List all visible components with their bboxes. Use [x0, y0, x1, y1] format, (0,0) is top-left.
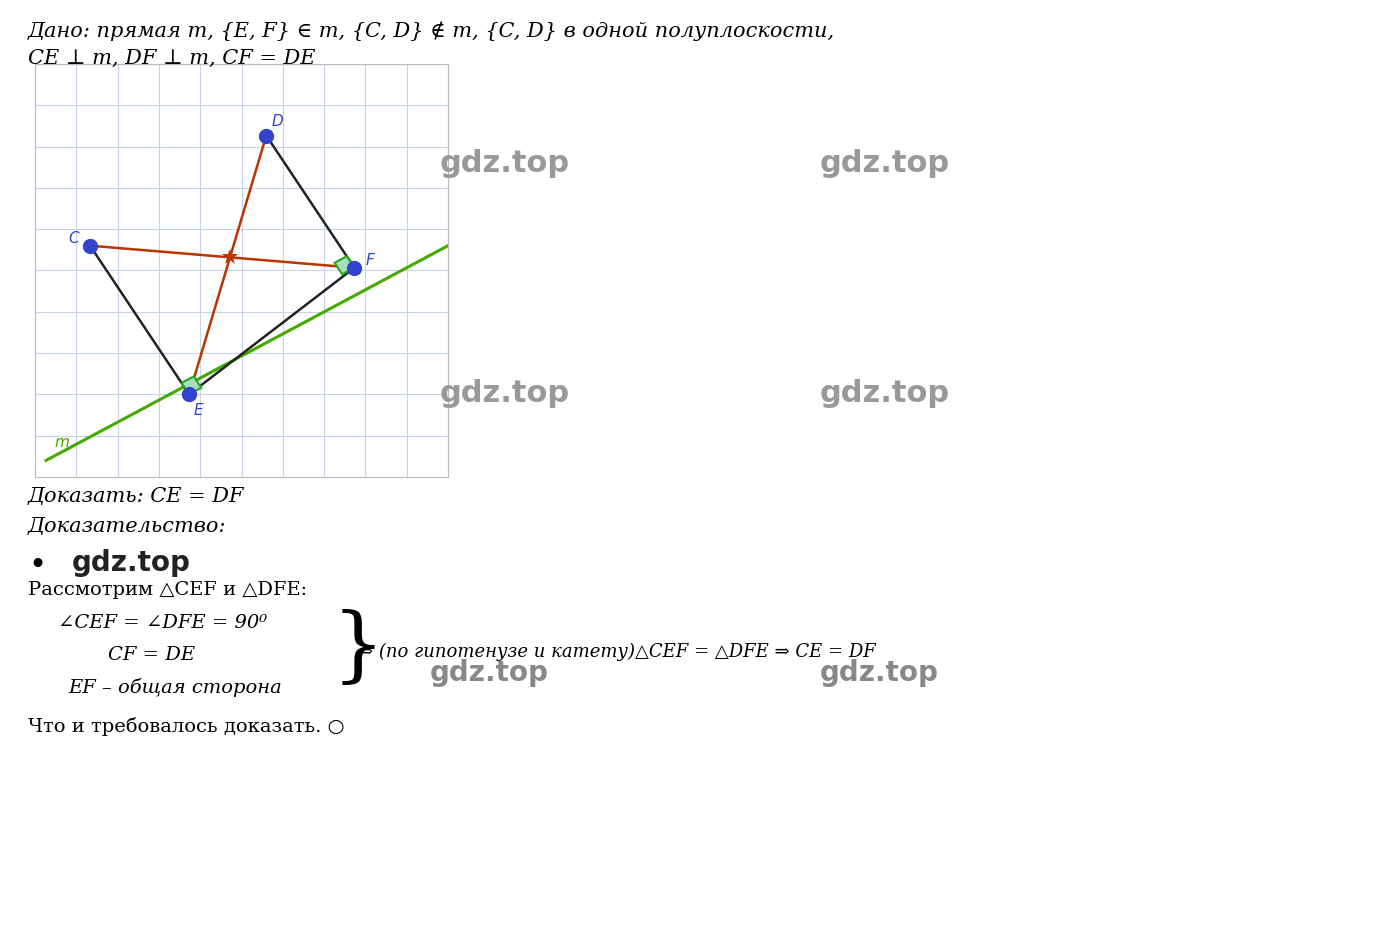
- Text: gdz.top: gdz.top: [440, 149, 570, 178]
- Text: Доказать: CE = DF: Доказать: CE = DF: [28, 487, 245, 506]
- Text: D: D: [272, 114, 284, 129]
- Text: Что и требовалось доказать. ○: Что и требовалось доказать. ○: [28, 717, 344, 736]
- Text: gdz.top: gdz.top: [440, 379, 570, 408]
- Text: EF – общая сторона: EF – общая сторона: [69, 678, 281, 697]
- Text: ∠CEF = ∠DFE = 90⁰: ∠CEF = ∠DFE = 90⁰: [57, 614, 267, 632]
- Text: }: }: [332, 609, 385, 689]
- Text: C: C: [69, 231, 78, 246]
- Text: Доказательство:: Доказательство:: [28, 517, 227, 536]
- Text: gdz.top: gdz.top: [71, 549, 190, 577]
- Text: CF = DE: CF = DE: [108, 646, 195, 664]
- Text: gdz.top: gdz.top: [820, 379, 951, 408]
- Text: m: m: [55, 435, 69, 450]
- Text: ⇒ (по гипотенузе и катету)△CEF = △DFE ⇒ CE = DF: ⇒ (по гипотенузе и катету)△CEF = △DFE ⇒ …: [358, 643, 876, 661]
- Text: Рассмотрим △CEF и △DFE:: Рассмотрим △CEF и △DFE:: [28, 581, 307, 599]
- Text: gdz.top: gdz.top: [430, 659, 549, 687]
- Text: gdz.top: gdz.top: [820, 659, 939, 687]
- Text: gdz.top: gdz.top: [820, 149, 951, 178]
- Text: F: F: [365, 253, 374, 268]
- Text: Дано: прямая m, {E, F} ∈ m, {C, D} ∉ m, {C, D} в одной полуплоскости,: Дано: прямая m, {E, F} ∈ m, {C, D} ∉ m, …: [28, 21, 836, 41]
- Text: •: •: [28, 551, 46, 580]
- Text: CE ⊥ m, DF ⊥ m, CF = DE: CE ⊥ m, DF ⊥ m, CF = DE: [28, 49, 315, 68]
- Text: E: E: [193, 403, 203, 419]
- Polygon shape: [182, 377, 202, 395]
- Polygon shape: [335, 256, 354, 274]
